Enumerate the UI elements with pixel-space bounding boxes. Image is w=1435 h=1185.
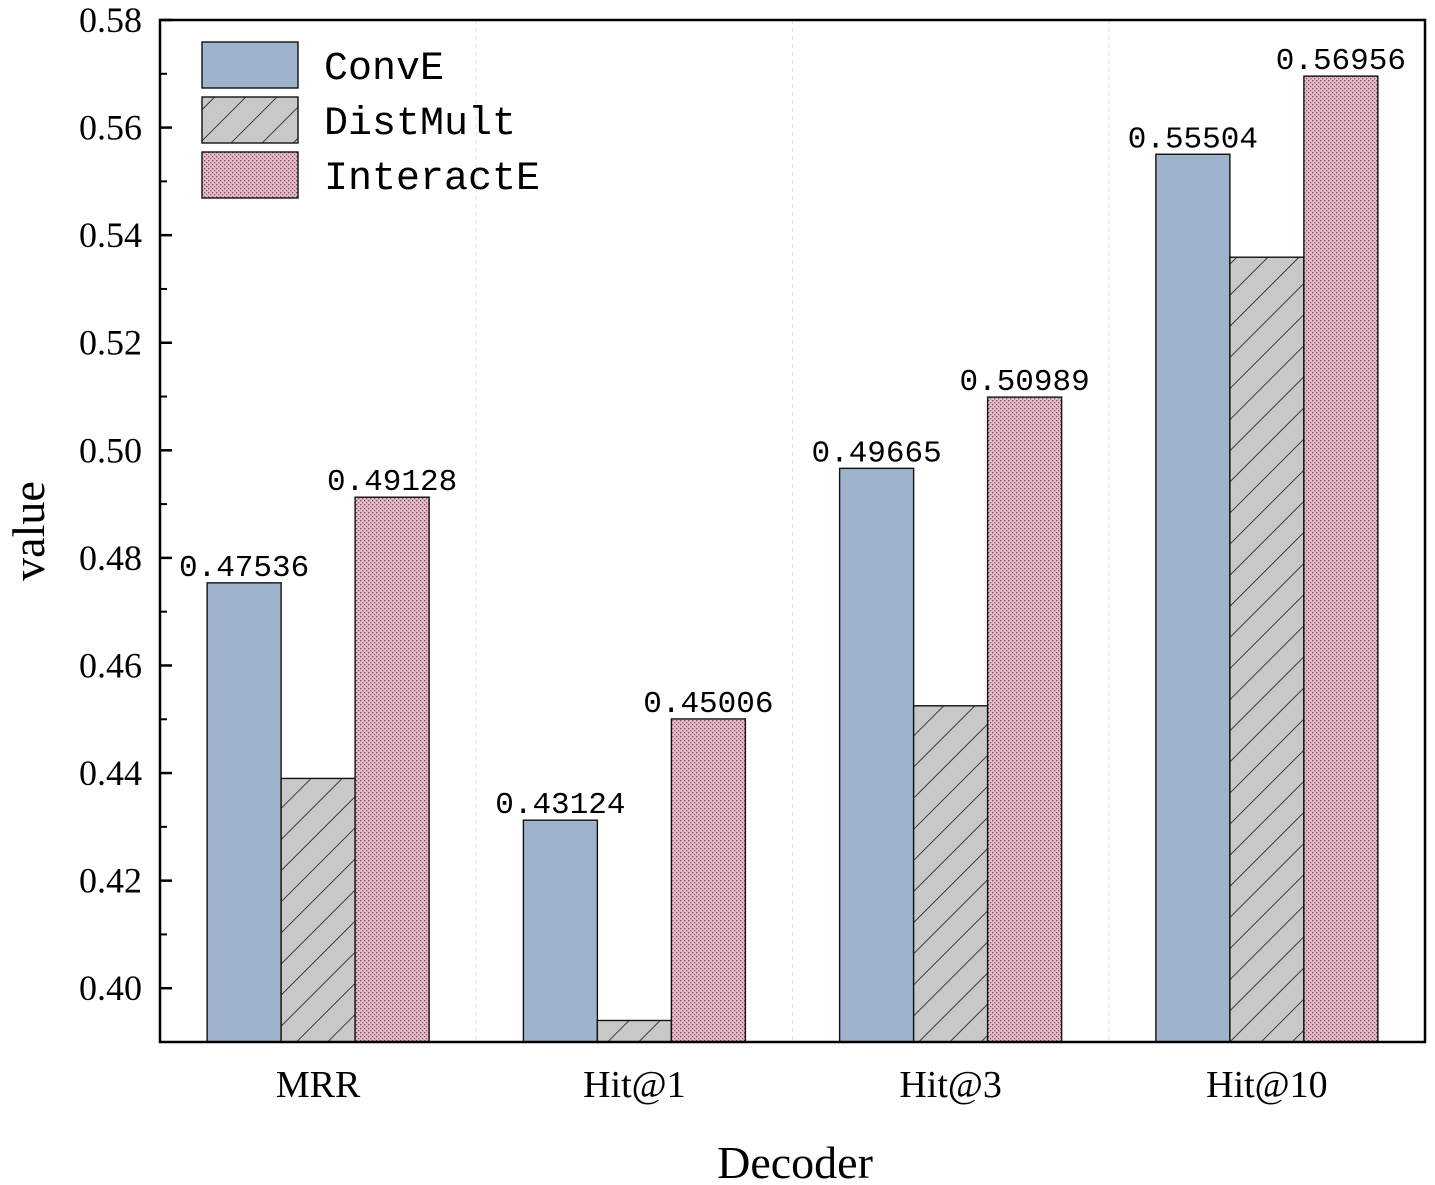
y-tick-label: 0.48 bbox=[79, 538, 142, 578]
bar-distmult-hitat10 bbox=[1229, 256, 1305, 1043]
data-label: 0.50989 bbox=[960, 365, 1090, 400]
y-tick-label: 0.44 bbox=[79, 753, 142, 793]
legend-label-interacte: InteractE bbox=[324, 157, 540, 202]
bar-interacte-mrr bbox=[354, 496, 430, 1043]
data-labels: 0.47536 0.43124 0.49665 0.55504 0.49128 0.450… bbox=[179, 44, 1406, 823]
y-tick-label: 0.56 bbox=[79, 108, 142, 148]
plot-frame bbox=[158, 18, 1427, 1044]
bar-interacte-hitat1 bbox=[670, 718, 747, 1043]
y-axis-tick-labels: 0.40 0.42 0.44 0.46 0.48 0.50 0.52 0.54 0.56 0.58 bbox=[79, 0, 142, 1008]
y-tick-label: 0.54 bbox=[79, 215, 142, 255]
bar-conve-hitat3 bbox=[838, 467, 915, 1043]
grid-lines bbox=[475, 20, 1110, 1042]
data-label: 0.49128 bbox=[327, 465, 457, 500]
y-tick-label: 0.58 bbox=[79, 0, 142, 40]
y-tick-label: 0.50 bbox=[79, 430, 142, 470]
legend-swatch-distmult bbox=[201, 96, 299, 144]
data-label: 0.45006 bbox=[643, 687, 773, 722]
bar-conve-hitat10 bbox=[1155, 153, 1231, 1043]
bar-distmult-hitat3 bbox=[912, 705, 989, 1043]
legend-swatch-conve bbox=[201, 41, 299, 89]
legend-label-distmult: DistMult bbox=[324, 102, 516, 147]
bar-conve-hitat1 bbox=[522, 819, 599, 1043]
y-tick-label: 0.40 bbox=[79, 968, 142, 1008]
bars bbox=[206, 75, 1379, 1043]
y-tick-label: 0.46 bbox=[79, 645, 142, 685]
x-category-label: Hit@3 bbox=[899, 1064, 1002, 1106]
legend: ConvE DistMult InteractE bbox=[201, 41, 540, 202]
data-label: 0.43124 bbox=[495, 788, 625, 823]
data-label: 0.56956 bbox=[1276, 44, 1406, 79]
x-category-label: Hit@10 bbox=[1206, 1064, 1328, 1106]
legend-label-conve: ConvE bbox=[324, 47, 444, 92]
y-axis-ticks bbox=[160, 18, 172, 990]
data-label: 0.49665 bbox=[812, 436, 942, 471]
y-axis-title: value bbox=[3, 481, 54, 581]
y-tick-label: 0.42 bbox=[79, 861, 142, 901]
data-label: 0.47536 bbox=[179, 551, 309, 586]
bar-distmult-mrr bbox=[280, 777, 356, 1043]
bar-distmult-hitat1 bbox=[596, 1019, 673, 1043]
bar-interacte-hitat10 bbox=[1303, 75, 1379, 1043]
bar-interacte-hitat3 bbox=[986, 396, 1063, 1043]
x-axis-title: Decoder bbox=[717, 1137, 873, 1185]
legend-swatch-interacte bbox=[201, 151, 299, 199]
x-category-label: MRR bbox=[276, 1064, 361, 1106]
x-axis-category-labels: MRR Hit@1 Hit@3 Hit@10 bbox=[276, 1064, 1328, 1106]
data-label: 0.55504 bbox=[1128, 122, 1258, 157]
bar-conve-mrr bbox=[206, 582, 282, 1043]
x-category-label: Hit@1 bbox=[583, 1064, 686, 1106]
y-tick-label: 0.52 bbox=[79, 323, 142, 363]
